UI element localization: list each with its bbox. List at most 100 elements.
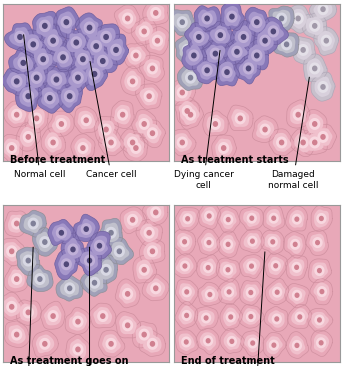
Polygon shape <box>39 19 51 32</box>
Polygon shape <box>146 93 152 99</box>
Polygon shape <box>146 279 165 297</box>
Polygon shape <box>243 62 254 75</box>
Polygon shape <box>266 336 283 354</box>
Polygon shape <box>11 273 22 285</box>
Polygon shape <box>224 6 241 26</box>
Polygon shape <box>293 12 304 25</box>
Polygon shape <box>264 234 281 251</box>
Polygon shape <box>125 322 130 328</box>
Polygon shape <box>143 59 161 78</box>
Polygon shape <box>22 90 34 102</box>
Polygon shape <box>201 233 217 251</box>
Polygon shape <box>179 101 196 122</box>
Polygon shape <box>117 109 128 121</box>
Polygon shape <box>52 115 70 133</box>
Polygon shape <box>98 330 125 357</box>
Polygon shape <box>50 313 56 319</box>
Polygon shape <box>23 61 49 93</box>
Polygon shape <box>43 66 71 94</box>
Polygon shape <box>203 335 213 346</box>
Polygon shape <box>63 19 69 25</box>
Polygon shape <box>96 28 116 47</box>
Polygon shape <box>230 20 255 52</box>
Polygon shape <box>181 310 192 321</box>
Polygon shape <box>50 38 56 44</box>
Polygon shape <box>215 139 233 158</box>
Polygon shape <box>172 254 197 278</box>
Polygon shape <box>140 224 158 242</box>
Polygon shape <box>116 311 141 338</box>
Polygon shape <box>15 82 43 111</box>
Polygon shape <box>89 277 100 289</box>
Polygon shape <box>246 66 251 71</box>
Polygon shape <box>94 240 105 252</box>
Polygon shape <box>84 22 95 34</box>
Polygon shape <box>315 76 331 97</box>
Polygon shape <box>87 25 92 31</box>
Polygon shape <box>179 40 197 60</box>
Polygon shape <box>226 242 230 247</box>
Text: Normal cells replace
cancer cells: Normal cells replace cancer cells <box>211 252 303 366</box>
Polygon shape <box>320 84 326 90</box>
Polygon shape <box>143 124 162 143</box>
Polygon shape <box>201 64 213 76</box>
Polygon shape <box>227 42 248 61</box>
Polygon shape <box>252 116 278 143</box>
Polygon shape <box>309 137 320 149</box>
Polygon shape <box>82 59 108 91</box>
Polygon shape <box>203 111 228 136</box>
Polygon shape <box>243 258 260 275</box>
Polygon shape <box>4 265 28 292</box>
Polygon shape <box>87 258 92 264</box>
Polygon shape <box>289 210 304 228</box>
Polygon shape <box>45 132 62 153</box>
Polygon shape <box>271 260 281 271</box>
Polygon shape <box>20 304 37 321</box>
Polygon shape <box>5 321 29 348</box>
Polygon shape <box>245 7 269 37</box>
Polygon shape <box>20 30 47 60</box>
Polygon shape <box>244 233 261 249</box>
Polygon shape <box>133 53 139 59</box>
Polygon shape <box>110 44 122 56</box>
Polygon shape <box>130 139 135 145</box>
Polygon shape <box>179 283 195 301</box>
Polygon shape <box>84 254 95 266</box>
Polygon shape <box>181 286 192 298</box>
Polygon shape <box>312 139 318 145</box>
Polygon shape <box>311 72 335 101</box>
Polygon shape <box>314 314 324 325</box>
Polygon shape <box>141 332 147 337</box>
Polygon shape <box>63 261 69 267</box>
Polygon shape <box>136 220 163 246</box>
Polygon shape <box>227 105 253 131</box>
Polygon shape <box>130 49 141 61</box>
Polygon shape <box>28 217 39 229</box>
Polygon shape <box>9 304 14 310</box>
Polygon shape <box>220 262 237 279</box>
Polygon shape <box>150 249 155 254</box>
Polygon shape <box>243 210 260 227</box>
Polygon shape <box>312 121 318 127</box>
Polygon shape <box>217 32 223 38</box>
Text: Cancer cell: Cancer cell <box>86 61 137 179</box>
Polygon shape <box>262 127 268 132</box>
Polygon shape <box>244 40 269 70</box>
Text: Dying cancer
cell: Dying cancer cell <box>174 51 234 190</box>
Polygon shape <box>20 251 36 271</box>
Polygon shape <box>247 213 257 224</box>
Polygon shape <box>44 92 56 104</box>
Polygon shape <box>286 332 309 358</box>
Polygon shape <box>11 109 22 121</box>
Polygon shape <box>272 313 282 325</box>
Polygon shape <box>54 76 59 83</box>
Polygon shape <box>312 237 323 248</box>
Polygon shape <box>264 253 287 279</box>
Polygon shape <box>8 215 26 233</box>
Polygon shape <box>249 264 254 269</box>
Polygon shape <box>34 48 52 70</box>
Polygon shape <box>306 114 323 134</box>
Polygon shape <box>319 289 324 294</box>
Polygon shape <box>263 332 286 358</box>
Polygon shape <box>177 137 188 149</box>
